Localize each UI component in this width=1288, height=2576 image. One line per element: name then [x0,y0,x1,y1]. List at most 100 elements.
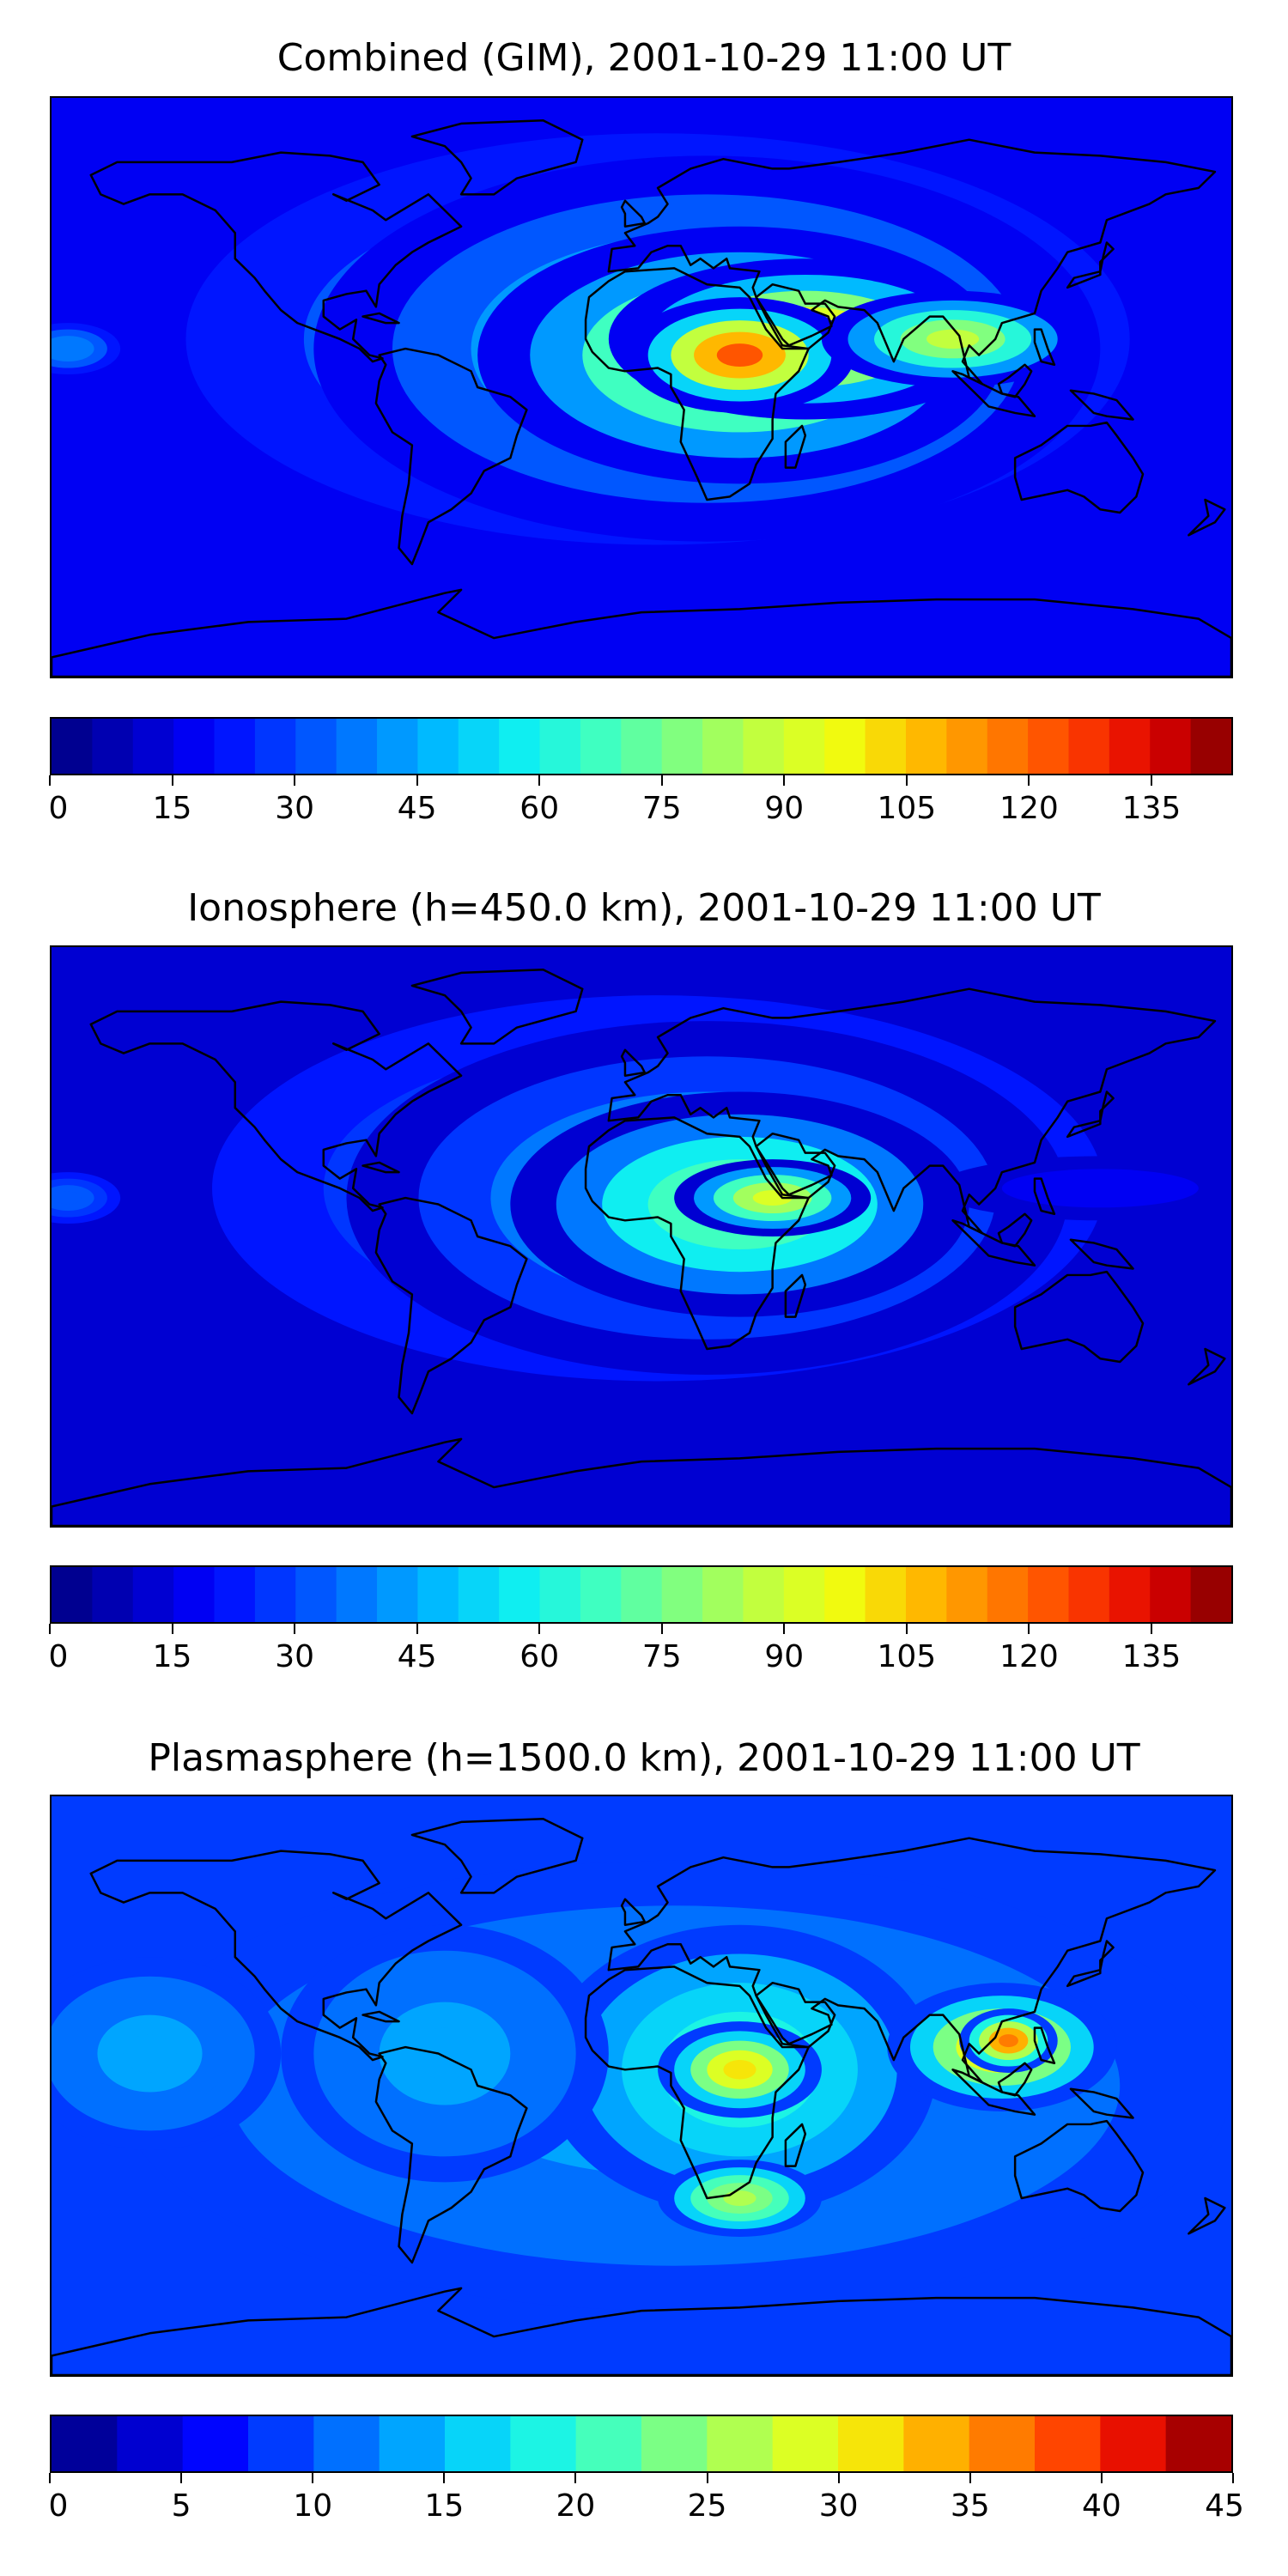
colorbar-bin-4 [313,2416,380,2471]
coastline-madagascar [784,1273,807,1318]
coastline-antarctica [52,2287,1231,2375]
colorbar-tick-label: 30 [818,2488,859,2524]
colorbar-bin-10 [458,1567,500,1622]
coastline-japan [1066,1091,1115,1139]
colorbar-bin-11 [499,1567,541,1622]
colorbar-bin-14 [621,719,663,774]
colorbar-tick [49,1624,51,1634]
colorbar-tick-label: 45 [397,791,437,826]
coastline-madagascar [784,2123,807,2167]
colorbar-bin-9 [417,719,459,774]
colorbar-bin-20 [865,719,907,774]
field-contour-6-4 [411,2027,478,2080]
colorbar-bin-16 [702,719,744,774]
colorbar-bin-3 [248,2416,314,2471]
coastline-north-america [89,1000,463,1212]
coastline-greenland [410,119,584,196]
colorbar-bin-4 [214,1567,256,1622]
coastline-borneo [997,363,1033,398]
coastline-south-america [374,1196,528,1415]
colorbar-bin-7 [336,1567,378,1622]
colorbar-plasmasphere [50,2415,1233,2473]
field-contour-6-4 [54,342,82,355]
colorbar-tick [416,1624,418,1634]
colorbar-bin-17 [743,1567,785,1622]
colorbar-bin-23 [987,719,1029,774]
colorbar-tick-label: 0 [48,791,69,826]
coastline-newguinea [1069,1238,1134,1270]
colorbar-bin-24 [1028,1567,1070,1622]
colorbar-tick [969,2473,971,2483]
colorbar-bin-21 [905,1567,947,1622]
colorbar-tick [538,1624,541,1634]
coastline-south-america [374,347,528,566]
colorbar-tick [1028,1624,1030,1634]
coastline-south-america [374,2045,528,2264]
colorbar-tick [416,775,418,786]
coastline-greenland [410,1818,584,1894]
colorbar-bin-8 [377,1567,419,1622]
colorbar-bin-3 [173,1567,216,1622]
colorbar-svg-ionosphere [52,1567,1231,1622]
coastline-japan [1066,241,1115,289]
field-contour-5-4 [54,1191,82,1205]
coastline-newguinea [1069,2087,1134,2119]
colorbar-ticks-plasmasphere: 0 5 10 15 20 25 30 35 40 45 [49,2473,1244,2524]
coastline-antarctica [52,1437,1231,1526]
coastline-newzealand [1188,498,1226,537]
colorbar-tick [1150,1624,1152,1634]
coastline-philippines [1033,2026,1056,2064]
colorbar-bin-9 [641,2416,708,2471]
coastline-indonesia [951,2069,1036,2116]
colorbar-bin-9 [417,1567,459,1622]
coastline-greenland [410,969,584,1045]
colorbar-bin-16 [702,1567,744,1622]
colorbar-bin-13 [903,2416,970,2471]
colorbar-tick-label: 0 [48,1639,69,1674]
colorbar-bin-26 [1109,1567,1151,1622]
coastline-north-america [89,151,463,363]
colorbar-tick-label: 105 [877,1639,937,1674]
colorbar-bin-6 [295,719,337,774]
colorbar-bin-12 [539,1567,581,1622]
colorbar-bin-15 [661,1567,703,1622]
coastline-eurasia [607,987,1217,1235]
colorbar-tick [294,1624,296,1634]
colorbar-tick-label: 30 [275,791,314,826]
colorbar-tick [660,1624,663,1634]
colorbar-tick-label: 75 [641,1639,682,1674]
colorbar-bin-19 [824,719,866,774]
map-svg-combined [52,98,1231,677]
field-contour-2-4 [723,2060,756,2080]
field-contour-4-4 [716,343,763,368]
colorbar-bin-26 [1109,719,1151,774]
map-title-combined: Combined (GIM), 2001-10-29 11:00 UT [276,36,1012,80]
colorbar-ticks-ionosphere: 0 15 30 45 60 75 90 105 120 135 [48,1624,1233,1675]
coastline-antarctica [52,588,1231,677]
colorbar-tick [1232,2473,1234,2483]
colorbar-bin-2 [132,1567,174,1622]
colorbar-tick-label: 120 [999,1639,1059,1674]
colorbar-bin-1 [92,1567,134,1622]
coastline-borneo [997,1212,1033,1248]
colorbar-tick [171,1624,173,1634]
colorbar-bin-16 [1100,2416,1167,2471]
colorbar-tick-label: 5 [171,2488,191,2524]
coastline-arabia [755,1981,836,2049]
colorbar-tick [538,775,541,786]
colorbar-bin-5 [254,1567,296,1622]
colorbar-bin-14 [969,2416,1036,2471]
map-combined [50,96,1233,678]
colorbar-bin-21 [905,719,947,774]
colorbar-tick-label: 105 [877,791,937,826]
coastline-philippines [1033,1177,1056,1215]
colorbar-tick-label: 135 [1121,791,1182,826]
colorbar-bin-13 [580,719,622,774]
colorbar-bin-22 [946,1567,988,1622]
colorbar-bin-22 [946,719,988,774]
colorbar-bin-5 [379,2416,446,2471]
coastline-japan [1066,1940,1115,1988]
colorbar-bin-13 [580,1567,622,1622]
coastline-africa [584,267,810,501]
colorbar-tick [574,2473,577,2483]
